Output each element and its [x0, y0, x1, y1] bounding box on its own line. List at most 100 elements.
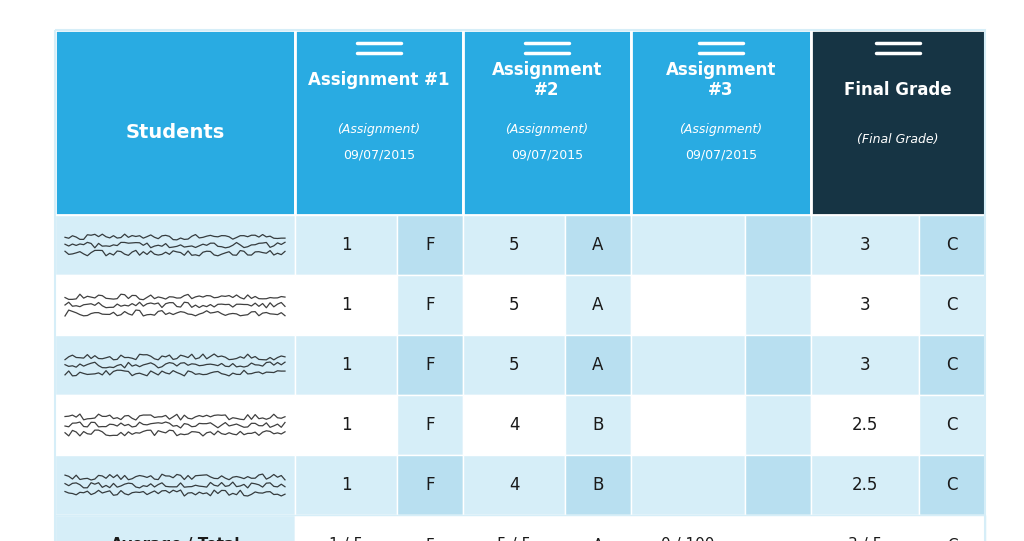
Bar [55, 215, 295, 275]
Bar [745, 335, 811, 395]
Bar [631, 275, 745, 335]
Text: 1 / 5: 1 / 5 [329, 538, 364, 541]
Bar [631, 395, 745, 455]
Text: (Assignment): (Assignment) [338, 123, 421, 136]
Text: (Assignment): (Assignment) [680, 123, 763, 136]
Text: C: C [946, 538, 957, 541]
Text: C: C [946, 416, 957, 434]
Bar [463, 215, 565, 275]
Text: 09/07/2015: 09/07/2015 [511, 148, 583, 162]
Bar [811, 455, 919, 515]
Text: C: C [946, 236, 957, 254]
Text: Students: Students [125, 123, 224, 142]
Text: #3: #3 [709, 81, 734, 99]
Text: Final Grade: Final Grade [844, 81, 952, 99]
Text: 3: 3 [860, 296, 870, 314]
Bar [463, 395, 565, 455]
Text: 1: 1 [341, 236, 351, 254]
Text: A: A [592, 356, 604, 374]
Bar [631, 215, 745, 275]
Text: A: A [592, 296, 604, 314]
Text: 0 / 100: 0 / 100 [662, 538, 715, 541]
Bar [55, 335, 295, 395]
Bar [55, 515, 295, 541]
Text: C: C [946, 476, 957, 494]
Bar [397, 335, 463, 395]
Bar [463, 455, 565, 515]
Bar [631, 335, 745, 395]
Bar [811, 275, 919, 335]
Text: 09/07/2015: 09/07/2015 [685, 148, 757, 162]
Bar [565, 275, 631, 335]
Bar [295, 395, 397, 455]
Text: 2.5: 2.5 [852, 416, 879, 434]
Text: 3 / 5: 3 / 5 [848, 538, 882, 541]
Bar [55, 275, 295, 335]
Text: F: F [425, 416, 435, 434]
Text: Assignment: Assignment [666, 61, 776, 79]
Bar [811, 215, 919, 275]
Bar [811, 30, 985, 215]
Text: (Final Grade): (Final Grade) [857, 134, 939, 147]
Bar [919, 215, 985, 275]
Bar [745, 215, 811, 275]
Text: 09/07/2015: 09/07/2015 [343, 148, 415, 162]
Bar [55, 395, 295, 455]
Bar [463, 30, 631, 215]
Text: 3: 3 [860, 356, 870, 374]
Bar [397, 275, 463, 335]
Text: 1: 1 [341, 476, 351, 494]
Bar [565, 395, 631, 455]
Bar [631, 30, 811, 215]
Bar [745, 395, 811, 455]
Bar [463, 335, 565, 395]
Text: 1: 1 [341, 356, 351, 374]
Text: (Assignment): (Assignment) [506, 123, 589, 136]
Text: F: F [425, 236, 435, 254]
Bar [745, 455, 811, 515]
Text: 5: 5 [509, 236, 519, 254]
Text: F: F [425, 296, 435, 314]
Bar [631, 515, 745, 541]
Text: B: B [592, 416, 604, 434]
Bar [811, 395, 919, 455]
Text: Assignment: Assignment [492, 61, 602, 79]
Bar [463, 275, 565, 335]
Bar [919, 275, 985, 335]
Text: Average / Total: Average / Total [111, 538, 240, 541]
Bar [295, 335, 397, 395]
Bar [565, 215, 631, 275]
Text: 2.5: 2.5 [852, 476, 879, 494]
Bar [811, 515, 919, 541]
Bar [745, 515, 811, 541]
Bar [295, 215, 397, 275]
Text: 1: 1 [341, 296, 351, 314]
Bar [565, 455, 631, 515]
Bar [463, 515, 565, 541]
Text: 1: 1 [341, 416, 351, 434]
Bar [55, 515, 985, 541]
Text: 4: 4 [509, 416, 519, 434]
Bar [919, 515, 985, 541]
Bar [55, 455, 295, 515]
Text: Assignment #1: Assignment #1 [308, 71, 450, 89]
Bar [565, 335, 631, 395]
Bar [295, 275, 397, 335]
Bar [565, 515, 631, 541]
Text: 3: 3 [860, 236, 870, 254]
Bar [295, 30, 463, 215]
Text: F: F [426, 538, 434, 541]
Bar [397, 455, 463, 515]
Text: A: A [593, 538, 603, 541]
Bar [811, 335, 919, 395]
Bar [397, 395, 463, 455]
Text: C: C [946, 356, 957, 374]
Bar [55, 30, 295, 215]
Text: F: F [425, 356, 435, 374]
Bar [397, 515, 463, 541]
Text: A: A [592, 236, 604, 254]
Bar [919, 395, 985, 455]
Text: B: B [592, 476, 604, 494]
Text: 5: 5 [509, 296, 519, 314]
Text: C: C [946, 296, 957, 314]
